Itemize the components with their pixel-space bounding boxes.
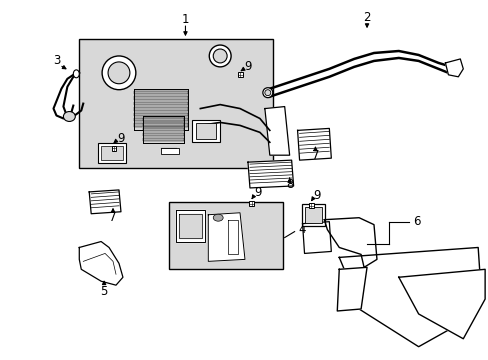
Polygon shape bbox=[398, 269, 484, 339]
Text: 9: 9 bbox=[254, 186, 261, 199]
Polygon shape bbox=[302, 222, 331, 253]
Bar bbox=[142, 133, 184, 136]
Polygon shape bbox=[339, 247, 479, 347]
Polygon shape bbox=[445, 59, 462, 77]
Ellipse shape bbox=[209, 45, 231, 67]
Text: 9: 9 bbox=[313, 189, 321, 202]
Bar bbox=[134, 113, 188, 116]
Bar bbox=[134, 102, 188, 105]
Bar bbox=[196, 123, 216, 139]
Text: 1: 1 bbox=[182, 13, 189, 26]
Polygon shape bbox=[79, 242, 122, 285]
Bar bbox=[237, 72, 242, 77]
Bar bbox=[111, 146, 116, 151]
Polygon shape bbox=[297, 129, 331, 160]
Bar bbox=[304, 207, 322, 223]
Polygon shape bbox=[208, 213, 244, 261]
Ellipse shape bbox=[108, 62, 130, 84]
Text: 5: 5 bbox=[100, 285, 107, 298]
Ellipse shape bbox=[263, 88, 272, 98]
Bar bbox=[168, 202, 282, 269]
Ellipse shape bbox=[102, 56, 136, 90]
Text: 8: 8 bbox=[285, 179, 293, 192]
Text: 7: 7 bbox=[109, 211, 117, 224]
Bar bbox=[142, 138, 184, 141]
Bar bbox=[134, 123, 188, 127]
Polygon shape bbox=[178, 214, 202, 238]
Bar bbox=[308, 203, 313, 208]
Text: 7: 7 bbox=[311, 149, 319, 162]
Ellipse shape bbox=[73, 70, 79, 78]
Text: 9: 9 bbox=[244, 60, 251, 73]
Bar bbox=[79, 39, 272, 168]
Bar bbox=[142, 118, 184, 121]
Bar bbox=[134, 118, 188, 121]
Polygon shape bbox=[228, 220, 238, 255]
Polygon shape bbox=[175, 210, 205, 242]
Polygon shape bbox=[247, 160, 293, 188]
Text: 4: 4 bbox=[298, 223, 305, 236]
Text: 3: 3 bbox=[53, 54, 60, 67]
Bar bbox=[134, 91, 188, 94]
Bar bbox=[161, 148, 178, 154]
Polygon shape bbox=[264, 107, 289, 155]
Bar bbox=[301, 204, 325, 226]
Polygon shape bbox=[337, 267, 366, 311]
Text: 2: 2 bbox=[363, 11, 370, 24]
Polygon shape bbox=[89, 190, 121, 214]
Bar bbox=[142, 123, 184, 126]
Text: 6: 6 bbox=[412, 215, 420, 228]
Ellipse shape bbox=[264, 90, 270, 96]
Ellipse shape bbox=[63, 112, 75, 121]
Text: 9: 9 bbox=[117, 132, 124, 145]
Bar bbox=[101, 146, 122, 160]
Polygon shape bbox=[324, 218, 376, 267]
Bar bbox=[134, 107, 188, 111]
Bar bbox=[142, 129, 184, 131]
Bar bbox=[98, 143, 126, 163]
Ellipse shape bbox=[213, 214, 223, 221]
Bar bbox=[249, 201, 254, 206]
Ellipse shape bbox=[213, 49, 226, 63]
Bar bbox=[134, 96, 188, 100]
Bar bbox=[192, 121, 220, 142]
